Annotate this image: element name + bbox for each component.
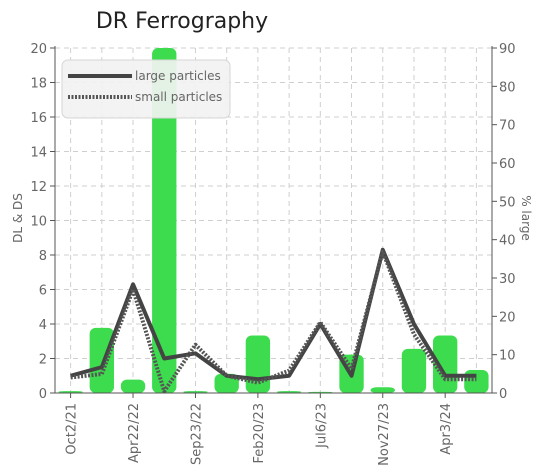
bar [370, 387, 395, 393]
x-tick-label: Nov27/23 [377, 403, 392, 466]
legend-label-large-particles: large particles [135, 69, 221, 83]
y-tick-label-right: 20 [499, 310, 516, 325]
bar [152, 48, 177, 393]
y-tick-label-left: 12 [30, 180, 47, 195]
y-tick-label-left: 14 [30, 146, 47, 161]
axes: 0 2 4 6 8 10 12 14 16 18 20 0 10 20 30 40 50 60 70 80 90 Oct2… [30, 42, 515, 466]
x-tick-label: Apr22/22 [127, 403, 142, 463]
y-tick-label-left: 18 [30, 77, 47, 92]
x-tick-label: Apr3/24 [439, 403, 454, 455]
y-tick-label-right: 0 [499, 387, 507, 402]
lines [70, 247, 477, 394]
bar [89, 327, 114, 393]
bar [120, 379, 146, 393]
y-tick-label-right: 60 [499, 157, 516, 172]
y-tick-label-left: 20 [30, 42, 47, 57]
bar [464, 370, 489, 393]
y-tick-label-right: 50 [499, 195, 516, 210]
bar [401, 348, 427, 393]
x-tick-label: Sep23/22 [189, 403, 204, 465]
y-tick-label-left: 0 [39, 387, 47, 402]
y-tick-label-right: 80 [499, 80, 516, 95]
y-tick-label-right: 70 [499, 119, 516, 134]
y-tick-label-right: 30 [499, 272, 516, 287]
chart-title: DR Ferrography [96, 9, 268, 34]
y-tick-label-left: 8 [39, 249, 47, 264]
x-tick-label: Jul6/23 [314, 403, 329, 449]
y-tick-label-left: 10 [30, 215, 47, 230]
legend: large particles small particles [61, 59, 231, 119]
y-axis-right-label: % large [519, 195, 533, 241]
x-tick-label: Oct2/21 [65, 403, 80, 455]
legend-label-small-particles: small particles [135, 90, 222, 104]
y-axis-left-label: DL & DS [11, 193, 25, 243]
bar [214, 373, 239, 393]
y-tick-label-left: 4 [39, 318, 47, 333]
x-tick-label: Feb20/23 [252, 403, 267, 463]
y-tick-label-right: 10 [499, 349, 516, 364]
bar [245, 335, 271, 393]
y-tick-label-right: 40 [499, 234, 516, 249]
y-tick-label-left: 2 [39, 353, 47, 368]
y-tick-label-right: 90 [499, 42, 516, 57]
y-tick-label-left: 16 [30, 111, 47, 126]
y-tick-label-left: 6 [39, 284, 47, 299]
